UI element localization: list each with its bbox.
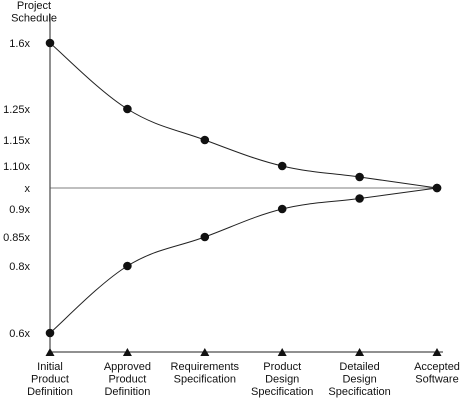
data-point [277, 161, 287, 171]
x-tick-labels: InitialProductDefinitionApprovedProductD… [27, 361, 460, 398]
y-tick-labels: 1.6x 1.25x 1.15x 1.10x x 0.9x 0.85x 0.8x 0.6x [3, 38, 30, 340]
x-tick-label: Definition [104, 386, 150, 398]
x-tick-label: Specification [328, 386, 390, 398]
x-tick-label: Product [108, 374, 146, 386]
x-tick-marker [200, 348, 210, 356]
y-axis-title-line: Project [17, 0, 51, 12]
data-point [200, 232, 210, 242]
data-point [432, 183, 442, 193]
y-tick-label: 1.6x [9, 38, 30, 50]
x-tick-label: Specification [251, 386, 313, 398]
y-tick-label: 0.85x [3, 232, 30, 244]
y-tick-label: 1.25x [3, 104, 30, 116]
x-tick-marker [122, 348, 132, 356]
x-tick-label: Design [342, 374, 376, 386]
y-tick-label: 1.15x [3, 135, 30, 147]
data-point [200, 135, 210, 145]
axes [45, 14, 443, 356]
data-point [123, 104, 132, 114]
y-tick-label: 0.9x [9, 204, 30, 216]
x-tick-label: Initial [37, 361, 63, 373]
x-tick-label: Approved [104, 361, 151, 373]
x-tick-label: Software [415, 374, 458, 386]
y-tick-label: 0.8x [9, 261, 30, 273]
y-tick-label: x [25, 183, 31, 195]
y-axis-title-line: Schedule [11, 13, 57, 25]
data-point [277, 204, 287, 214]
x-tick-label: Detailed [339, 361, 379, 373]
x-tick-label: Product [31, 374, 69, 386]
x-tick-label: Definition [27, 386, 73, 398]
series-line [49, 42, 438, 189]
points-group [45, 38, 442, 338]
x-tick-marker [355, 348, 365, 356]
x-tick-label: Accepted [414, 361, 460, 373]
y-tick-label: 1.10x [3, 161, 30, 173]
x-tick-marker [277, 348, 287, 356]
data-point [123, 261, 132, 271]
x-tick-label: Requirements [171, 361, 240, 373]
x-tick-label: Design [265, 374, 299, 386]
y-tick-label: 0.6x [9, 328, 30, 340]
series-line [49, 187, 438, 334]
data-point [45, 328, 55, 338]
x-tick-label: Product [263, 361, 301, 373]
data-point [355, 194, 364, 203]
data-point [45, 38, 55, 48]
data-point [355, 172, 364, 182]
x-tick-marker [45, 348, 55, 356]
x-tick-label: Specification [174, 374, 236, 386]
x-tick-marker [432, 348, 442, 356]
